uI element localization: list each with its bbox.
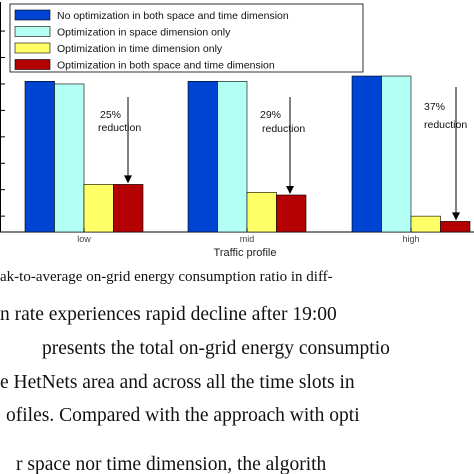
body-line: ofiles. Compared with the approach with … xyxy=(6,405,360,426)
body-line: presents the total on-grid energy consum… xyxy=(42,338,390,359)
legend-label: Optimization in both space and time dime… xyxy=(57,60,275,72)
bar xyxy=(217,81,248,233)
bar xyxy=(276,194,307,233)
legend-label: Optimization in time dimension only xyxy=(57,43,223,55)
caption: ak-to-average on-grid energy consumption… xyxy=(0,269,333,285)
arrow-head xyxy=(286,185,294,194)
x-tick-label: mid xyxy=(240,234,255,244)
bar xyxy=(246,192,277,233)
x-axis-label: Traffic profile xyxy=(214,247,277,259)
legend-swatch xyxy=(14,9,51,21)
bar xyxy=(113,184,144,233)
bar xyxy=(351,75,382,233)
bar xyxy=(24,81,55,233)
legend-box xyxy=(9,3,364,73)
arrow-head xyxy=(124,175,132,184)
x-tick-label: high xyxy=(402,234,419,244)
legend-label: No optimization in both space and time d… xyxy=(57,10,289,22)
bar xyxy=(440,221,471,233)
annotation-percent: 25% xyxy=(100,109,121,121)
bar xyxy=(54,83,85,233)
annotation-text: reduction xyxy=(424,119,467,131)
bar xyxy=(83,184,114,233)
arrow-head xyxy=(452,212,460,221)
bar xyxy=(381,75,412,233)
body-line: n rate experiences rapid decline after 1… xyxy=(0,304,337,325)
annotation-percent: 37% xyxy=(424,101,445,113)
legend-swatch xyxy=(14,26,51,37)
body-line: e HetNets area and across all the time s… xyxy=(0,372,355,393)
legend-swatch xyxy=(14,42,51,54)
bar xyxy=(187,81,218,233)
x-tick-label: low xyxy=(77,234,91,244)
bar xyxy=(410,215,441,233)
annotation-text: reduction xyxy=(98,122,141,134)
legend-swatch xyxy=(14,59,51,70)
body-line: r space nor time dimension, the algorith xyxy=(16,454,327,474)
legend-label: Optimization in space dimension only xyxy=(57,27,231,39)
annotation-text: reduction xyxy=(262,123,305,135)
annotation-percent: 29% xyxy=(260,109,281,121)
